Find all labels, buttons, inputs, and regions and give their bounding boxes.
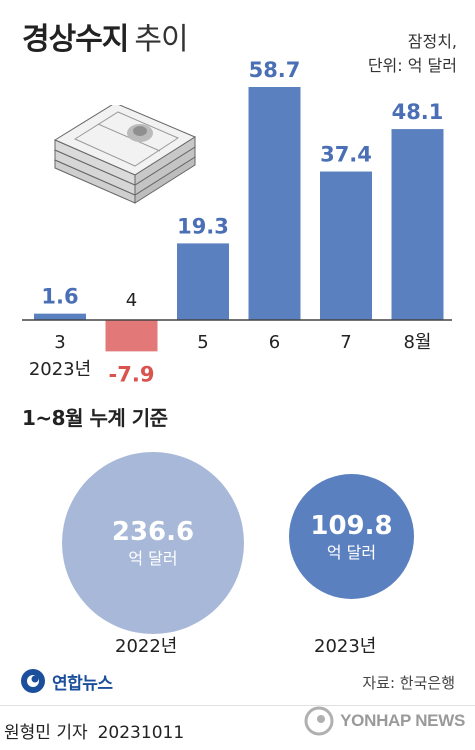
title-main: 경상수지: [22, 22, 129, 57]
value-label-6: 58.7: [249, 58, 301, 82]
value-label-5: 19.3: [177, 214, 229, 238]
reporter-line: 원형민 기자 20231011: [4, 718, 184, 743]
bubble-2023-unit: 억 달러: [326, 542, 377, 562]
bubble-2023: 109.8 억 달러: [289, 474, 414, 599]
bar-6: [248, 87, 301, 320]
bubble-2023-amount: 109.8: [310, 510, 393, 541]
cumulative-title: 1~8월 누계 기준: [22, 406, 168, 430]
yonhap-logo-icon: [21, 669, 45, 693]
chart-title: 경상수지 추이: [22, 14, 189, 58]
bubble-2022-year: 2022년: [115, 636, 178, 657]
category-label-5: 5: [197, 332, 208, 353]
title-sub: 추이: [134, 22, 188, 57]
bar-chart: 1.6 3 -7.9 4 19.3 5 58.7 6 37.4 7 48.1 8월 2023년: [22, 58, 452, 386]
value-label-8월: 48.1: [392, 100, 444, 124]
category-label-7: 7: [340, 332, 351, 353]
year-label: 2023년: [29, 359, 91, 380]
bubble-2022-unit: 억 달러: [128, 549, 178, 568]
reporter-name: 원형민 기자: [4, 723, 88, 743]
unit-note-line1: 잠정치,: [407, 32, 457, 51]
source-note: 자료: 한국은행: [362, 674, 455, 692]
category-label-6: 6: [269, 332, 280, 353]
publish-date: 20231011: [97, 723, 185, 743]
yonhap-logo: 연합뉴스: [20, 668, 113, 694]
yonhap-watermark: YONHAP NEWS: [304, 706, 465, 736]
bubble-2022-amount: 236.6: [111, 517, 195, 547]
bar-8월: [391, 129, 444, 320]
value-label-4: -7.9: [109, 362, 155, 386]
bubble-2022: 236.6 억 달러: [62, 452, 244, 634]
watermark-icon: [304, 706, 334, 736]
unit-note-line2: 단위: 억 달러: [367, 56, 457, 75]
category-label-8월: 8월: [403, 332, 431, 353]
value-label-3: 1.6: [41, 285, 78, 309]
category-label-4: 4: [126, 290, 137, 311]
watermark-text: YONHAP NEWS: [340, 711, 465, 730]
bar-4: [105, 320, 158, 352]
value-label-7: 37.4: [320, 143, 372, 167]
unit-note: 잠정치, 단위: 억 달러: [368, 30, 457, 78]
category-label-3: 3: [54, 332, 65, 353]
footer-divider: [0, 705, 475, 706]
logo-text: 연합뉴스: [52, 673, 113, 694]
money-stack-icon: [53, 105, 197, 204]
bar-7: [320, 171, 372, 320]
bar-5: [177, 243, 229, 320]
bubble-2023-year: 2023년: [314, 636, 377, 657]
bar-3: [34, 313, 86, 320]
